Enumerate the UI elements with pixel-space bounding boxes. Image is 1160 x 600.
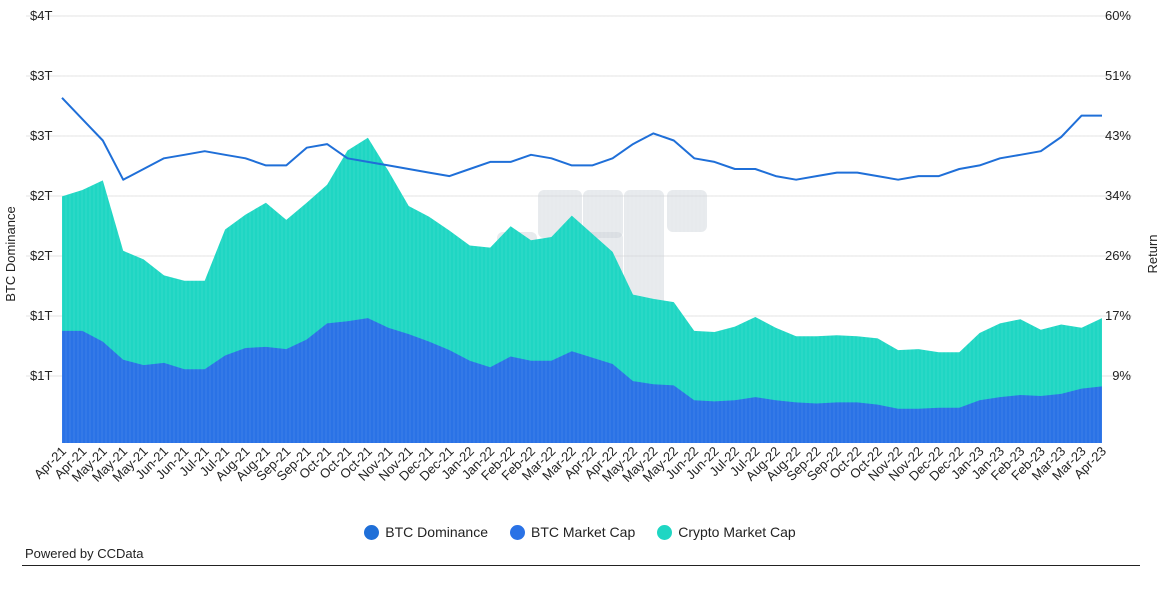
series-btc-dominance-line: [61, 97, 1102, 181]
y-axis-left-title: BTC Dominance: [3, 206, 18, 301]
y-tick-left-0: $4T: [30, 8, 52, 23]
y-tick-right-1: 51%: [1105, 68, 1131, 83]
legend-item-crypto-market-cap[interactable]: Crypto Market Cap: [657, 524, 796, 540]
legend-label-crypto-market-cap: Crypto Market Cap: [678, 524, 796, 540]
y-axis-right-ticks: 60% 51% 43% 34% 26% 17% 9%: [1105, 8, 1131, 383]
legend-label-btc-market-cap: BTC Market Cap: [530, 524, 636, 540]
y-tick-right-0: 60%: [1105, 8, 1131, 23]
y-tick-left-3: $2T: [30, 188, 52, 203]
footer-divider: [22, 565, 1140, 566]
y-tick-left-2: $3T: [30, 128, 52, 143]
y-tick-left-1: $3T: [30, 68, 52, 83]
bar-hatching: [61, 16, 1103, 443]
legend-swatch-crypto-market-cap: [657, 524, 673, 540]
y-tick-left-5: $1T: [30, 308, 52, 323]
watermark-block-4: [624, 190, 664, 316]
watermark-block-5: [667, 190, 707, 232]
y-axis-left-ticks: $4T $3T $3T $2T $2T $1T $1T: [30, 8, 52, 383]
legend-label-btc-dominance: BTC Dominance: [385, 524, 488, 540]
areas-layer: [61, 16, 1103, 443]
y-tick-right-4: 26%: [1105, 248, 1131, 263]
legend-item-btc-market-cap[interactable]: BTC Market Cap: [509, 524, 636, 540]
y-tick-right-5: 17%: [1105, 308, 1131, 323]
y-tick-right-2: 43%: [1105, 128, 1131, 143]
footer-credit: Powered by CCData: [25, 546, 144, 561]
lines-layer: [61, 97, 1102, 181]
x-axis-ticks: Apr-21Apr-21May-21May-21May-21Jun-21Jun-…: [31, 443, 1109, 484]
watermark-block-3: [583, 190, 623, 238]
legend-swatch-btc-dominance: [364, 524, 380, 540]
legend-swatch-btc-market-cap: [509, 524, 525, 540]
series-btc-market-cap-area: [62, 318, 1102, 443]
legend-item-btc-dominance[interactable]: BTC Dominance: [364, 524, 488, 540]
y-tick-right-3: 34%: [1105, 188, 1131, 203]
legend: BTC Dominance BTC Market Cap Crypto Mark…: [0, 524, 1160, 540]
y-tick-left-6: $1T: [30, 368, 52, 383]
y-axis-right-title: Return: [1145, 234, 1160, 273]
y-tick-left-4: $2T: [30, 248, 52, 263]
y-tick-right-6: 9%: [1112, 368, 1131, 383]
